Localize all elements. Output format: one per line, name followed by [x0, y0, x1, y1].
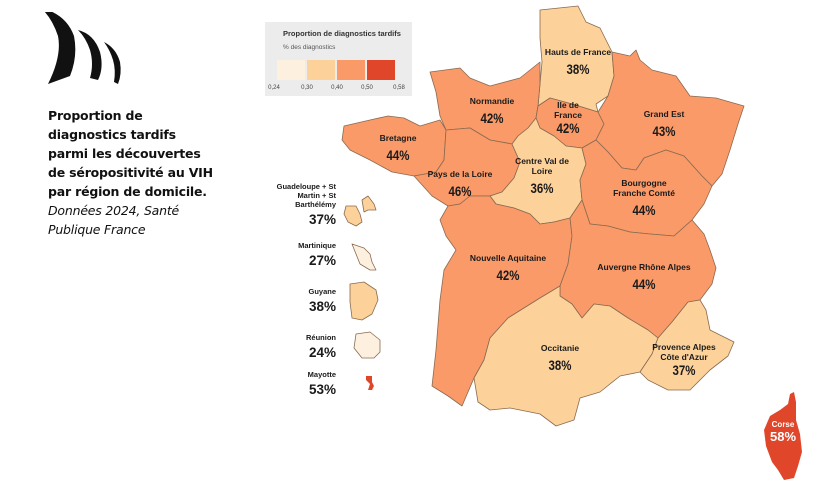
caption-title: Proportion de diagnostics tardifs parmi … — [48, 108, 213, 199]
label-pays-de-la-loire: Pays de la Loire 46% — [427, 169, 493, 199]
region-corse[interactable] — [764, 392, 802, 480]
figure-caption: Proportion de diagnostics tardifs parmi … — [48, 106, 218, 239]
region-guyane[interactable] — [349, 281, 379, 321]
legend-tick: 0,30 — [301, 85, 313, 91]
legend-swatch-1 — [277, 60, 305, 80]
label-normandie: Normandie 42% — [469, 96, 515, 126]
caption-source: Données 2024, Santé Publique France — [48, 203, 180, 237]
legend-tick: 0,40 — [331, 85, 343, 91]
legend-subtitle: % des diagnostics — [283, 44, 336, 51]
label-hauts-de-france: Hauts de France 38% — [544, 47, 612, 77]
region-hauts-de-france[interactable] — [537, 5, 615, 113]
label-corse: Corse 58% — [769, 420, 797, 444]
label-bourgogne-franche-comte: Bourgogne Franche Comté 44% — [613, 178, 675, 218]
label-reunion: Réunion 24% — [306, 333, 336, 360]
label-nouvelle-aquitaine: Nouvelle Aquitaine 42% — [469, 253, 547, 283]
label-occitanie: Occitanie 38% — [540, 343, 580, 373]
label-grand-est: Grand Est 43% — [643, 109, 685, 139]
legend-tick: 0,58 — [393, 85, 405, 91]
legend-title: Proportion de diagnostics tardifs — [283, 29, 401, 38]
legend-swatch-2 — [307, 60, 335, 80]
region-reunion[interactable] — [353, 331, 381, 359]
label-guyane: Guyane 38% — [308, 287, 336, 314]
label-martinique: Martinique 27% — [298, 241, 336, 268]
legend-tick: 0,24 — [268, 85, 280, 91]
region-mayotte[interactable] — [366, 376, 374, 390]
region-paca[interactable] — [639, 299, 735, 391]
legend-swatch-3 — [337, 60, 365, 80]
map-legend: Proportion de diagnostics tardifs % des … — [265, 22, 412, 96]
label-ile-de-france: Ile de France 42% — [554, 100, 582, 136]
region-guadeloupe[interactable] — [343, 195, 377, 227]
sails-logo-icon — [44, 12, 121, 84]
region-martinique[interactable] — [351, 243, 377, 271]
region-occitanie[interactable] — [473, 285, 659, 427]
legend-swatch-4 — [367, 60, 395, 80]
legend-tick: 0,50 — [361, 85, 373, 91]
label-auvergne-rhone-alpes: Auvergne Rhône Alpes 44% — [597, 262, 691, 292]
label-paca: Provence Alpes Côte d'Azur 37% — [652, 342, 716, 378]
label-centre-val-de-loire: Centre Val de Loire 36% — [515, 156, 569, 196]
label-bretagne: Bretagne 44% — [379, 133, 417, 163]
label-guadeloupe: Guadeloupe + St Martin + St Barthélémy 3… — [276, 182, 336, 227]
label-mayotte: Mayotte 53% — [307, 370, 336, 397]
